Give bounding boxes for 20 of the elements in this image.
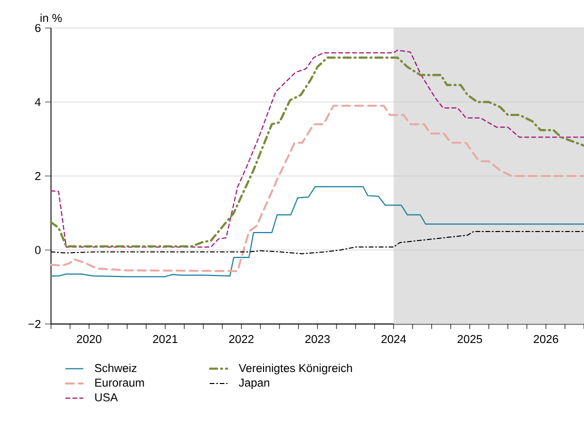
x-tick-label: 2023 [305, 335, 330, 344]
y-tick-label: −2 [28, 320, 40, 328]
y-tick-label: 6 [35, 24, 41, 32]
legend-label: USA [95, 393, 118, 402]
x-tick-label: 2020 [76, 335, 102, 344]
x-tick-label: 2024 [381, 335, 406, 344]
y-tick-label: 0 [35, 246, 41, 254]
line-series [50, 186, 584, 278]
y-tick-label: 4 [34, 98, 41, 106]
legend-label: Vereinigtes Königreich [238, 364, 352, 374]
y-axis-title: in % [40, 14, 62, 22]
line-series [50, 104, 584, 272]
legend-label: Japan [238, 378, 270, 389]
x-tick-label: 2022 [229, 335, 254, 344]
x-tick-label: 2021 [153, 335, 178, 344]
x-tick-label: 2026 [534, 335, 558, 344]
legend-label: Schweiz [94, 364, 136, 372]
legend-label: Euroraum [95, 378, 144, 387]
y-tick-label: 2 [35, 172, 40, 180]
x-tick-label: 2025 [458, 335, 482, 344]
